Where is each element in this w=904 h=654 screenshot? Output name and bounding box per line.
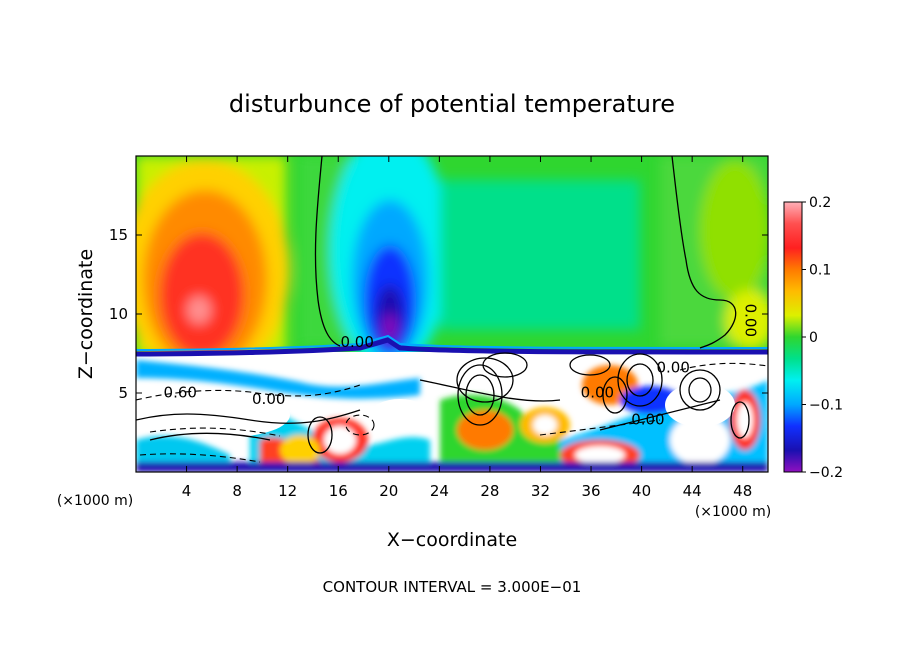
colorbar-gradient [783, 201, 803, 473]
x-axis-unit: (×1000 m) [695, 504, 771, 520]
y-tick-label: 15 [109, 226, 128, 244]
x-axis-label: X−coordinate [387, 529, 517, 551]
colorbar: 0.2 0.1 0 −0.1 −0.2 [783, 195, 843, 481]
y-tick-label: 10 [109, 305, 128, 323]
x-tick-label: 44 [683, 482, 702, 500]
x-tick-label: 12 [278, 482, 297, 500]
y-axis-unit: (×1000 m) [57, 493, 133, 509]
colorbar-tick-label: 0.2 [809, 195, 831, 211]
contour-label: 0.00 [340, 333, 373, 351]
colorbar-ticks: 0.2 0.1 0 −0.1 −0.2 [802, 195, 843, 481]
x-tick-label: 36 [581, 482, 600, 500]
contour-label: 0.00 [631, 411, 664, 429]
x-tick-label: 20 [379, 482, 398, 500]
heatmap-field [136, 156, 768, 472]
contour-label: 0.60 [164, 384, 197, 402]
contour-label: 0.00 [656, 358, 689, 376]
contour-label: 0.00 [581, 384, 614, 402]
y-axis: 5 10 15 [109, 226, 768, 402]
x-axis: 4 8 12 16 20 24 28 32 36 40 44 48 [182, 156, 752, 500]
x-tick-label: 8 [232, 482, 242, 500]
contour-interval-note: CONTOUR INTERVAL = 3.000E−01 [323, 578, 582, 596]
x-tick-label: 16 [329, 482, 348, 500]
colorbar-tick-label: −0.2 [809, 465, 843, 481]
x-tick-label: 40 [632, 482, 651, 500]
colorbar-tick-label: −0.1 [809, 398, 843, 414]
x-tick-label: 32 [531, 482, 550, 500]
colorbar-tick-label: 0.1 [809, 263, 831, 279]
x-tick-label: 28 [480, 482, 499, 500]
y-tick-label: 5 [118, 384, 128, 402]
y-axis-label: Z−coordinate [75, 249, 97, 379]
contour-label: 0.00 [252, 390, 285, 408]
contour-labels: 0.00 0.60 0.00 0.00 0.00 0.00 0.00 [164, 304, 760, 429]
x-tick-label: 24 [430, 482, 449, 500]
chart-title: disturbunce of potential temperature [229, 90, 675, 118]
x-tick-label: 4 [182, 482, 192, 500]
x-tick-label: 48 [733, 482, 752, 500]
colorbar-tick-label: 0 [809, 330, 818, 346]
contour-label: 0.00 [741, 304, 759, 337]
